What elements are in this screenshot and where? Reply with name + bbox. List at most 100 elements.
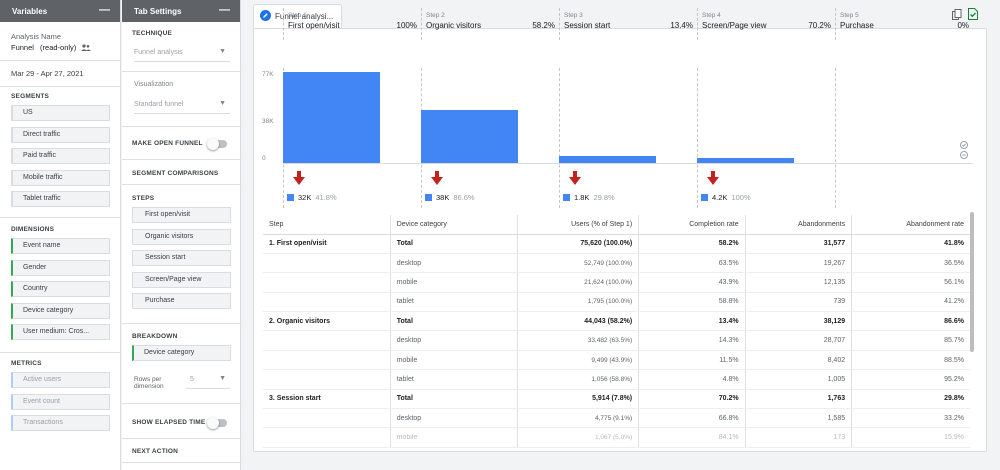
- step-divider: [835, 68, 836, 208]
- visualization-label: Visualization: [134, 81, 174, 88]
- abandonment-arrow-icon: [711, 171, 715, 177]
- table-cell-completion: 11.5%: [638, 350, 746, 371]
- visualization-select[interactable]: Standard funnel ▼: [134, 96, 230, 114]
- table-cell-users: 52,749 (100.0%): [516, 253, 639, 274]
- abandonment-arrow-icon: [707, 177, 719, 185]
- table-header-cell[interactable]: Abandonment rate: [851, 215, 970, 235]
- abandonment-legend: 1.8K 29.8%: [563, 193, 615, 202]
- step-percent: 58.2%: [532, 21, 555, 30]
- abandonment-rate: 86.6%: [453, 193, 475, 202]
- step-chip[interactable]: First open/visit: [132, 207, 231, 223]
- table-cell-users: 5,914 (7.8%): [516, 389, 639, 410]
- segment-chip[interactable]: Mobile traffic: [11, 169, 110, 186]
- step-chip[interactable]: Purchase: [132, 293, 231, 309]
- step-chip[interactable]: Screen/Page view: [132, 271, 231, 288]
- table-cell-aband: 38,129: [744, 311, 852, 332]
- funnel-bar[interactable]: [421, 109, 518, 163]
- table-row[interactable]: mobile 1,067 (5.0%) 84.1% 173 15.9%: [263, 427, 970, 448]
- minimize-icon[interactable]: —: [219, 4, 230, 16]
- copy-icon[interactable]: [952, 9, 962, 22]
- table-row[interactable]: desktop 33,482 (63.5%) 14.3% 28,707 85.7%: [263, 330, 970, 351]
- table-cell-device: Total: [389, 234, 518, 254]
- table-row[interactable]: tablet 1,056 (58.8%) 4.8% 1,005 95.2%: [263, 369, 970, 390]
- breakdown-title: BREAKDOWN: [132, 333, 178, 340]
- dimension-chip[interactable]: Country: [11, 281, 110, 297]
- table-row[interactable]: mobile 9,499 (43.9%) 11.5% 8,402 88.5%: [263, 350, 970, 371]
- date-range[interactable]: Mar 29 - Apr 27, 2021: [11, 69, 84, 78]
- zoom-in-icon[interactable]: [960, 141, 968, 151]
- table-row[interactable]: 2. Organic visitors Total 44,043 (58.2%) 13…: [263, 311, 970, 332]
- tab-funnel-analysis[interactable]: Funnel analysi...: [253, 4, 342, 28]
- metric-chip[interactable]: Event count: [11, 393, 110, 410]
- table-cell-device: tablet: [389, 369, 518, 390]
- funnel-bar[interactable]: [283, 71, 380, 163]
- step-name: Purchase: [840, 21, 874, 30]
- open-funnel-toggle[interactable]: [207, 138, 227, 150]
- table-cell-step: [263, 272, 391, 293]
- table-cell-aband: 1,005: [744, 369, 852, 390]
- table-cell-completion: 43.9%: [638, 272, 746, 293]
- table-scrollbar[interactable]: [970, 212, 974, 352]
- minimize-icon[interactable]: —: [99, 4, 110, 16]
- segment-chip[interactable]: Tablet traffic: [11, 191, 110, 207]
- table-header-cell[interactable]: Users (% of Step 1): [516, 215, 639, 235]
- table-cell-device: mobile: [389, 272, 518, 293]
- step-chip[interactable]: Session start: [132, 250, 231, 266]
- table-row[interactable]: mobile 21,624 (100.0%) 43.9% 12,135 56.1%: [263, 272, 970, 293]
- legend-swatch: [563, 194, 570, 201]
- analysis-name[interactable]: Funnel (read-only): [11, 43, 92, 53]
- segment-chip[interactable]: Paid traffic: [11, 148, 110, 164]
- table-cell-aband: 8,402: [744, 350, 852, 371]
- variables-header: Variables —: [0, 0, 120, 22]
- step-name: Screen/Page view: [702, 21, 767, 30]
- dimension-chip[interactable]: User medium: Cros...: [11, 324, 110, 340]
- abandonment-value: 4.2K: [712, 193, 728, 202]
- dimension-chip[interactable]: Gender: [11, 259, 110, 276]
- table-header-cell[interactable]: Step: [263, 215, 391, 235]
- table-header-cell[interactable]: Device category: [389, 215, 518, 235]
- funnel-bar[interactable]: [559, 155, 656, 163]
- abandonment-rate: 29.8%: [593, 193, 615, 202]
- table-cell-step: [263, 253, 391, 274]
- segment-chip[interactable]: US: [11, 105, 110, 121]
- table-row[interactable]: desktop 52,749 (100.0%) 63.5% 19,267 36.5%: [263, 253, 970, 274]
- table-cell-completion: 14.3%: [638, 330, 746, 351]
- dimension-chip[interactable]: Event name: [11, 238, 110, 254]
- metric-chip[interactable]: Active users: [11, 372, 110, 388]
- step-chip[interactable]: Organic visitors: [132, 228, 231, 245]
- table-cell-rate: 33.2%: [851, 408, 970, 429]
- table-cell-rate: 85.7%: [851, 330, 970, 351]
- funnel-step-header: Step 4 Screen/Page view 70.2%: [697, 8, 835, 40]
- zoom-out-icon[interactable]: [960, 151, 968, 161]
- visualization-value: Standard funnel: [134, 101, 184, 108]
- breakdown-chip[interactable]: Device category: [132, 345, 231, 361]
- tab-settings-title: Tab Settings: [134, 7, 182, 16]
- dimension-chip[interactable]: Device category: [11, 302, 110, 319]
- abandonment-arrow-icon: [293, 177, 305, 185]
- table-cell-step: [263, 330, 391, 351]
- metric-chip[interactable]: Transactions: [11, 415, 110, 431]
- table-cell-step: [263, 408, 391, 429]
- step-name: Session start: [564, 21, 611, 30]
- table-cell-step: [263, 427, 391, 448]
- funnel-bar[interactable]: [697, 157, 794, 163]
- table-row[interactable]: desktop 4,775 (9.1%) 66.8% 1,585 33.2%: [263, 408, 970, 429]
- rows-value: 5: [190, 376, 194, 383]
- dropdown-arrow-icon: ▼: [219, 375, 226, 382]
- table-row[interactable]: 1. First open/visit Total 75,620 (100.0%) 5…: [263, 234, 970, 254]
- table-cell-rate: 41.8%: [851, 234, 970, 254]
- segment-chip[interactable]: Direct traffic: [11, 126, 110, 143]
- rows-per-dimension-select[interactable]: 5 ▼: [186, 371, 230, 389]
- table-header-cell[interactable]: Abandonments: [744, 215, 852, 235]
- tab-label: Funnel analysi...: [275, 12, 334, 21]
- table-row[interactable]: 3. Session start Total 5,914 (7.8%) 70.2% 1,…: [263, 389, 970, 410]
- analysis-name-label: Analysis Name: [11, 32, 62, 41]
- export-check-icon[interactable]: [968, 8, 978, 22]
- technique-select[interactable]: Funnel analysis ▼: [134, 44, 230, 62]
- elapsed-time-toggle[interactable]: [207, 417, 227, 429]
- table-cell-rate: 29.8%: [851, 389, 970, 410]
- table-cell-completion: 63.5%: [638, 253, 746, 274]
- table-row[interactable]: tablet 1,795 (100.0%) 58.8% 739 41.2%: [263, 292, 970, 313]
- table-header-cell[interactable]: Completion rate: [638, 215, 746, 235]
- table-cell-step: [263, 369, 391, 390]
